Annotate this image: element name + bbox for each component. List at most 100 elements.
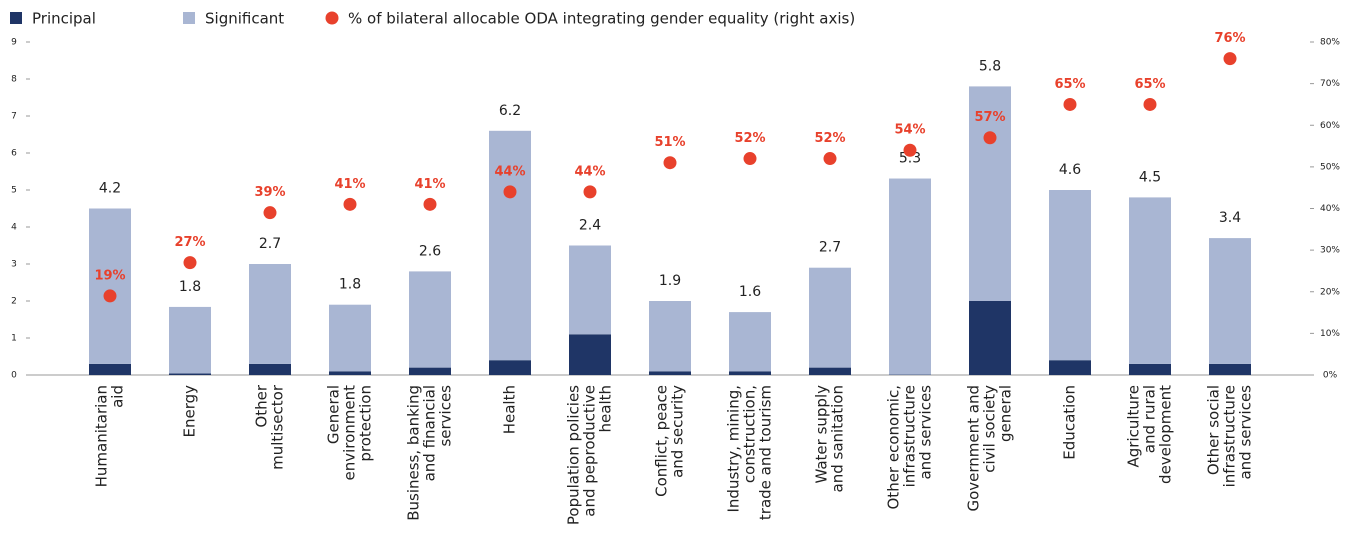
y-tick-label: 9 [11, 38, 17, 48]
x-tick-label-line: General [325, 385, 343, 444]
bar-label: 6.2 [499, 103, 521, 119]
dot [823, 152, 837, 166]
x-tick-label-line: trade and tourism [757, 385, 775, 520]
bar-segment [1049, 190, 1091, 361]
x-tick-label-line: construction, [741, 385, 759, 483]
bar-segment [809, 367, 851, 375]
dot [983, 131, 997, 145]
y-tick-label: 0 [11, 371, 17, 381]
dot-label: 76% [1214, 31, 1245, 46]
x-tick-label-line: and sanitation [829, 385, 847, 492]
dot-label: 39% [254, 185, 285, 200]
x-tick-label-line: and peproductive [581, 385, 599, 517]
y2-tick-label: 50% [1320, 162, 1340, 172]
bar-segment [809, 267, 851, 368]
bar-segment [249, 264, 291, 364]
y-tick-label: 7 [11, 112, 17, 122]
x-tick-label-line: and services [917, 385, 935, 480]
legend-label: Significant [205, 10, 284, 28]
bar-label: 4.2 [99, 181, 121, 197]
x-tick-label: Energy [181, 385, 199, 438]
dot [423, 197, 437, 211]
bar-label: 4.6 [1059, 162, 1081, 178]
bar-segment [729, 312, 771, 372]
bar-segment [409, 367, 451, 375]
bar-label: 3.4 [1219, 210, 1241, 226]
x-tick-label-line: health [597, 385, 615, 432]
bar-label: 2.7 [819, 240, 841, 256]
x-tick-label-line: development [1157, 385, 1175, 484]
bar-segment [249, 363, 291, 375]
dot [263, 206, 277, 220]
y2-tick-label: 70% [1320, 79, 1340, 89]
legend-swatch [10, 12, 22, 24]
x-tick-label-line: environment [341, 385, 359, 481]
dot [903, 143, 917, 157]
dot [583, 185, 597, 199]
bar-label: 1.9 [659, 273, 681, 289]
bar-segment [649, 301, 691, 372]
legend-swatch [325, 11, 339, 25]
dot-label: 54% [894, 123, 925, 138]
bar-segment [1049, 360, 1091, 375]
x-tick-label-line: Conflict, peace [653, 385, 671, 497]
y2-tick-label: 30% [1320, 246, 1340, 256]
bar-segment [1129, 197, 1171, 364]
dot-label: 44% [494, 164, 525, 179]
bar-segment [1129, 363, 1171, 375]
x-tick-label-line: Health [501, 385, 519, 434]
y2-tick-label: 20% [1320, 287, 1340, 297]
dot-label: 65% [1054, 77, 1085, 92]
x-tick-label-line: Water supply [813, 385, 831, 484]
y2-tick-label: 80% [1320, 38, 1340, 48]
bar-segment [89, 363, 131, 375]
bar-segment [329, 304, 371, 372]
y-tick-label: 2 [11, 297, 17, 307]
y2-tick-label: 10% [1320, 329, 1340, 339]
y2-tick-label: 0% [1323, 371, 1338, 381]
bar-label: 5.3 [899, 151, 921, 167]
bar-segment [1209, 238, 1251, 364]
bar-label: 4.5 [1139, 169, 1161, 185]
bar-label: 2.4 [579, 218, 601, 234]
x-tick-label-line: Other social [1205, 385, 1223, 475]
y-tick-label: 3 [11, 260, 17, 270]
bar-segment [409, 271, 451, 368]
bar-segment [969, 86, 1011, 302]
x-tick-label-line: Humanitarian [93, 385, 111, 487]
legend-label: Principal [32, 10, 96, 28]
bar-label: 1.6 [739, 284, 761, 300]
x-tick-label-line: services [437, 385, 455, 447]
bar-segment [569, 245, 611, 335]
x-tick-label-line: Other economic, [885, 385, 903, 510]
bar-segment [569, 334, 611, 375]
dot [1143, 97, 1157, 111]
y2-tick-label: 60% [1320, 121, 1340, 131]
bar-segment [969, 301, 1011, 375]
y-tick-label: 5 [11, 186, 17, 196]
bar-segment [489, 360, 531, 375]
x-tick-label-line: Government and [965, 385, 983, 512]
bar-label: 2.6 [419, 243, 441, 259]
bar-label: 1.8 [339, 277, 361, 293]
bar-label: 5.8 [979, 58, 1001, 74]
bar-segment [89, 208, 131, 364]
dot [743, 152, 757, 166]
x-tick-label-line: and financial [421, 385, 439, 481]
dot-label: 52% [814, 131, 845, 146]
bar-segment [329, 371, 371, 375]
x-tick-label-line: multisector [269, 384, 287, 470]
x-tick-label: Education [1061, 385, 1079, 460]
y2-tick-label: 40% [1320, 204, 1340, 214]
y-tick-label: 1 [11, 334, 17, 344]
x-tick-label-line: Other [253, 384, 271, 427]
dot [183, 256, 197, 270]
bar-segment [649, 371, 691, 375]
dot-label: 27% [174, 235, 205, 250]
legend-label: % of bilateral allocable ODA integrating… [348, 10, 855, 28]
